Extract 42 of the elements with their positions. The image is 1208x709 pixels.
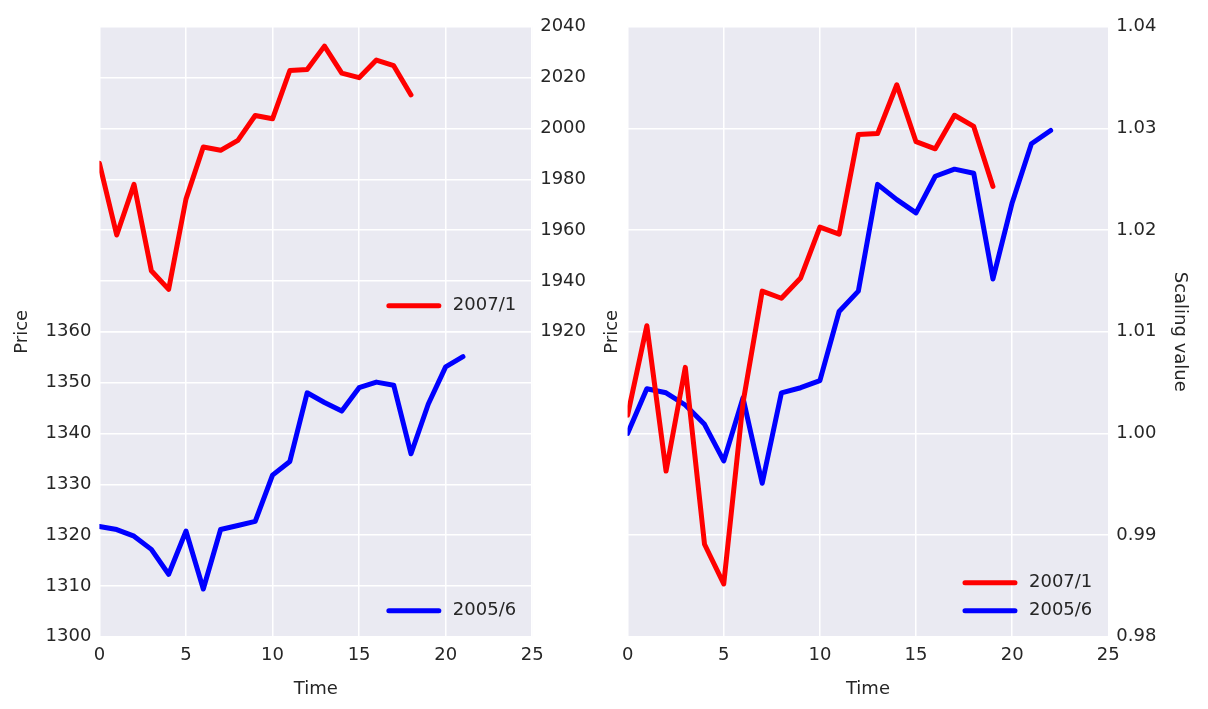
y-axis-title: Price — [600, 309, 622, 354]
y-tick-label: 1310 — [45, 573, 92, 595]
y-tick-label: 1330 — [45, 471, 92, 493]
y2-tick-label: 1980 — [540, 166, 586, 188]
legend-label: 2007/1 — [1029, 570, 1093, 592]
y2-tick-label: 2020 — [540, 65, 586, 87]
y-tick-label: 1360 — [45, 319, 92, 341]
y2-tick-label: 1960 — [540, 217, 586, 239]
x-tick-label: 0 — [621, 643, 634, 665]
legend-label: 2005/6 — [452, 598, 517, 620]
x-tick-label: 10 — [808, 643, 832, 665]
y2-tick-label: 0.99 — [1116, 522, 1157, 544]
x-tick-label: 20 — [434, 643, 458, 665]
x-axis-title: Time — [844, 676, 890, 698]
y-axis-title: Price — [10, 309, 32, 354]
y2-tick-label: 0.98 — [1116, 624, 1157, 646]
x-tick-label: 15 — [904, 643, 928, 665]
y2-axis-title: Scaling value — [1170, 271, 1192, 392]
x-tick-label: 15 — [347, 643, 371, 665]
y-tick-label: 1300 — [45, 624, 92, 646]
legend-label: 2007/1 — [452, 293, 517, 315]
x-axis-title: Time — [292, 676, 338, 698]
legend-label: 2005/6 — [1029, 598, 1093, 620]
y-tick-label: 1350 — [45, 370, 92, 392]
y2-tick-label: 2000 — [540, 116, 586, 138]
x-tick-label: 10 — [261, 643, 284, 665]
x-tick-label: 5 — [718, 643, 730, 665]
x-tick-label: 5 — [180, 643, 192, 665]
y2-tick-label: 1920 — [540, 319, 586, 341]
y2-tick-label: 1.01 — [1116, 319, 1157, 341]
y2-tick-label: 1940 — [540, 268, 586, 290]
y2-tick-label: 2040 — [540, 14, 586, 36]
x-tick-label: 25 — [1096, 643, 1120, 665]
y2-tick-label: 1.03 — [1116, 116, 1157, 138]
x-tick-label: 0 — [93, 643, 106, 665]
y-tick-label: 1320 — [45, 522, 92, 544]
y2-tick-label: 1.02 — [1116, 217, 1157, 239]
y-tick-label: 1340 — [45, 421, 92, 443]
x-tick-label: 25 — [520, 643, 544, 665]
y2-tick-label: 1.00 — [1116, 421, 1157, 443]
x-tick-label: 20 — [1000, 643, 1024, 665]
y2-tick-label: 1.04 — [1116, 14, 1157, 36]
